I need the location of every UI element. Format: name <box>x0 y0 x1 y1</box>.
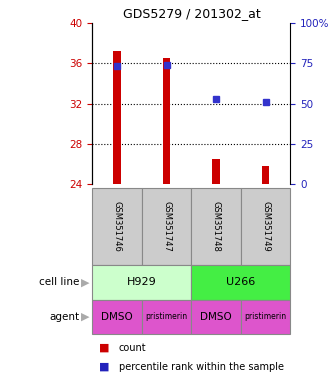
Text: count: count <box>119 343 147 353</box>
Text: ▶: ▶ <box>81 277 89 287</box>
Bar <box>241 300 290 334</box>
Text: percentile rank within the sample: percentile rank within the sample <box>119 362 284 372</box>
Text: DMSO: DMSO <box>200 312 232 322</box>
Text: GSM351747: GSM351747 <box>162 201 171 252</box>
Text: GSM351746: GSM351746 <box>113 201 122 252</box>
Bar <box>142 188 191 265</box>
Text: ■: ■ <box>99 362 110 372</box>
Bar <box>191 188 241 265</box>
Bar <box>142 300 191 334</box>
Text: GSM351749: GSM351749 <box>261 201 270 252</box>
Bar <box>92 265 191 300</box>
Bar <box>163 58 170 184</box>
Text: pristimerin: pristimerin <box>146 312 188 321</box>
Bar <box>114 51 121 184</box>
Text: cell line: cell line <box>39 277 79 287</box>
Text: DMSO: DMSO <box>101 312 133 322</box>
Title: GDS5279 / 201302_at: GDS5279 / 201302_at <box>122 7 260 20</box>
Text: ■: ■ <box>99 343 110 353</box>
Bar <box>191 265 290 300</box>
Text: agent: agent <box>49 312 79 322</box>
Bar <box>92 188 142 265</box>
Text: ▶: ▶ <box>81 312 89 322</box>
Text: H929: H929 <box>127 277 157 287</box>
Text: GSM351748: GSM351748 <box>212 201 221 252</box>
Text: U266: U266 <box>226 277 255 287</box>
Bar <box>262 166 269 184</box>
Text: pristimerin: pristimerin <box>245 312 287 321</box>
Bar <box>92 300 142 334</box>
Bar <box>191 300 241 334</box>
Bar <box>213 159 220 184</box>
Bar <box>241 188 290 265</box>
